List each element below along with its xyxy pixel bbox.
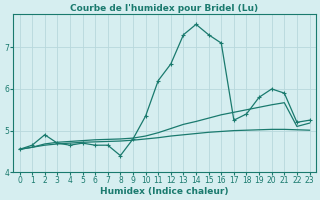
X-axis label: Humidex (Indice chaleur): Humidex (Indice chaleur) xyxy=(100,187,229,196)
Title: Courbe de l'humidex pour Bridel (Lu): Courbe de l'humidex pour Bridel (Lu) xyxy=(70,4,259,13)
